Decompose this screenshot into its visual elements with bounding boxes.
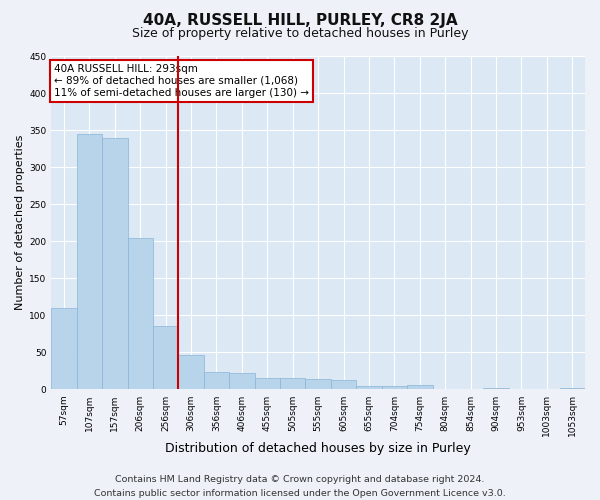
Bar [77,134,102,390]
Bar [356,386,382,390]
Y-axis label: Number of detached properties: Number of detached properties [15,135,25,310]
Bar [331,380,356,390]
Text: 40A, RUSSELL HILL, PURLEY, CR8 2JA: 40A, RUSSELL HILL, PURLEY, CR8 2JA [143,12,457,28]
Bar [305,379,331,390]
Text: Contains HM Land Registry data © Crown copyright and database right 2024.
Contai: Contains HM Land Registry data © Crown c… [94,476,506,498]
Bar [153,326,178,390]
Bar [204,372,229,390]
Bar [178,354,204,390]
Bar [280,378,305,390]
Bar [128,238,153,390]
X-axis label: Distribution of detached houses by size in Purley: Distribution of detached houses by size … [165,442,471,455]
Bar [51,308,77,390]
Bar [407,385,433,390]
Bar [484,388,509,390]
Bar [229,373,254,390]
Bar [560,388,585,390]
Bar [102,138,128,390]
Text: 40A RUSSELL HILL: 293sqm
← 89% of detached houses are smaller (1,068)
11% of sem: 40A RUSSELL HILL: 293sqm ← 89% of detach… [54,64,309,98]
Text: Size of property relative to detached houses in Purley: Size of property relative to detached ho… [132,28,468,40]
Bar [254,378,280,390]
Bar [382,386,407,390]
